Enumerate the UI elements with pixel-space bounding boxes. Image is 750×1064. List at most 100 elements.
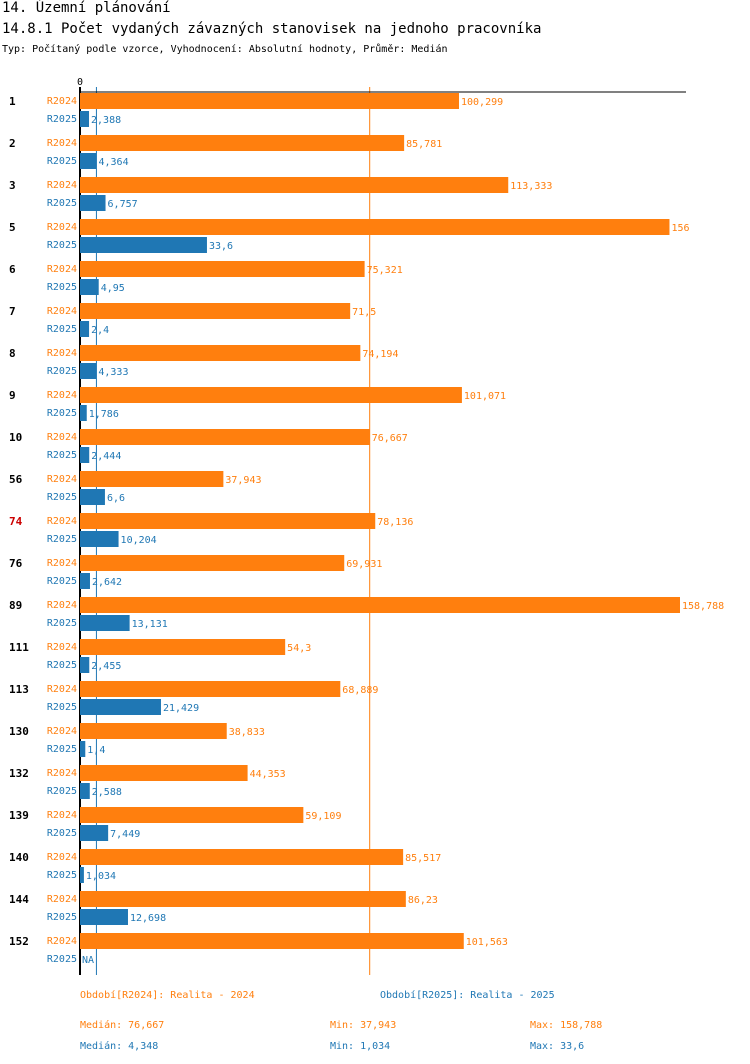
data-label-r2024: 78,136 xyxy=(377,517,413,528)
bar-r2024 xyxy=(80,807,304,823)
bar-r2024 xyxy=(80,429,370,445)
data-label-r2025: 12,698 xyxy=(130,913,166,924)
data-label-r2024: 71,5 xyxy=(352,307,376,318)
bar-r2024 xyxy=(80,765,248,781)
bar-r2025 xyxy=(80,867,84,883)
bar-r2025 xyxy=(80,447,90,463)
bar-r2025 xyxy=(80,489,105,505)
data-label-r2025: 2,388 xyxy=(91,115,121,126)
bar-r2024 xyxy=(80,303,351,319)
data-label-r2025: 4,95 xyxy=(101,283,125,294)
series-label-r2024: R2024 xyxy=(47,432,77,443)
bar-r2024 xyxy=(80,555,345,571)
series-label-r2025: R2025 xyxy=(47,660,77,671)
data-label-r2025: 2,4 xyxy=(91,325,109,336)
bar-r2024 xyxy=(80,933,464,949)
data-label-r2024: 54,3 xyxy=(287,643,311,654)
data-label-r2024: 101,071 xyxy=(464,391,506,402)
series-label-r2025: R2025 xyxy=(47,534,77,545)
data-label-r2025: 21,429 xyxy=(163,703,199,714)
bar-r2024 xyxy=(80,387,462,403)
bar-r2025 xyxy=(80,111,90,127)
bar-r2025 xyxy=(80,195,106,211)
bar-r2025 xyxy=(80,741,86,757)
bar-r2025 xyxy=(80,153,97,169)
bar-r2025 xyxy=(80,573,90,589)
bar-r2025 xyxy=(80,405,87,421)
data-label-r2025: 13,131 xyxy=(132,619,168,630)
data-label-r2024: 158,788 xyxy=(682,601,724,612)
data-label-r2024: 113,333 xyxy=(510,181,552,192)
data-label-r2025: 1,034 xyxy=(86,871,116,882)
series-label-r2025: R2025 xyxy=(47,912,77,923)
category-label: 139 xyxy=(9,809,29,822)
data-label-r2025: 6,6 xyxy=(107,493,125,504)
bar-r2025 xyxy=(80,237,207,253)
data-label-r2025: 2,455 xyxy=(91,661,121,672)
category-label: 3 xyxy=(9,179,16,192)
data-label-r2025: 2,642 xyxy=(92,577,122,588)
series-label-r2024: R2024 xyxy=(47,768,77,779)
series-label-r2024: R2024 xyxy=(47,306,77,317)
category-label: 9 xyxy=(9,389,16,402)
series-label-r2025: R2025 xyxy=(47,240,77,251)
data-label-r2024: 85,517 xyxy=(405,853,441,864)
data-label-r2025: 4,364 xyxy=(98,157,128,168)
bar-r2025 xyxy=(80,321,90,337)
series-label-r2024: R2024 xyxy=(47,180,77,191)
series-label-r2025: R2025 xyxy=(47,156,77,167)
bar-r2024 xyxy=(80,219,670,235)
data-label-r2025: 6,757 xyxy=(108,199,138,210)
legend-r2025: Období[R2025]: Realita - 2025 xyxy=(380,990,555,1001)
bar-r2025 xyxy=(80,531,119,547)
series-label-r2025: R2025 xyxy=(47,618,77,629)
data-label-r2024: 85,781 xyxy=(406,139,442,150)
series-label-r2025: R2025 xyxy=(47,408,77,419)
stat-r2025-median: Medián: 4,348 xyxy=(80,1041,159,1052)
data-label-r2025: 7,449 xyxy=(110,829,140,840)
category-label: 132 xyxy=(9,767,29,780)
series-label-r2024: R2024 xyxy=(47,264,77,275)
category-label: 113 xyxy=(9,683,29,696)
series-label-r2024: R2024 xyxy=(47,852,77,863)
bar-r2025 xyxy=(80,363,97,379)
bar-r2024 xyxy=(80,135,405,151)
data-label-r2024: 44,353 xyxy=(250,769,286,780)
category-label: 5 xyxy=(9,221,16,234)
bar-r2024 xyxy=(80,471,224,487)
data-label-r2024: 75,321 xyxy=(367,265,403,276)
series-label-r2024: R2024 xyxy=(47,684,77,695)
series-label-r2025: R2025 xyxy=(47,492,77,503)
data-label-r2025: 2,444 xyxy=(91,451,121,462)
series-label-r2024: R2024 xyxy=(47,138,77,149)
series-label-r2025: R2025 xyxy=(47,450,77,461)
stat-r2025-min: Min: 1,034 xyxy=(330,1041,391,1052)
category-label: 152 xyxy=(9,935,29,948)
data-label-r2024: 156 xyxy=(671,223,689,234)
data-label-r2024: 76,667 xyxy=(372,433,408,444)
series-label-r2024: R2024 xyxy=(47,600,77,611)
data-label-r2024: 68,889 xyxy=(342,685,378,696)
category-label: 7 xyxy=(9,305,16,318)
series-label-r2024: R2024 xyxy=(47,390,77,401)
series-label-r2024: R2024 xyxy=(47,474,77,485)
chart-subtitle: Typ: Počítaný podle vzorce, Vyhodnocení:… xyxy=(2,44,448,55)
bar-r2024 xyxy=(80,597,680,613)
data-label-r2024: 37,943 xyxy=(225,475,261,486)
series-label-r2024: R2024 xyxy=(47,96,77,107)
bar-r2025 xyxy=(80,825,109,841)
data-label-r2025: 1,786 xyxy=(89,409,119,420)
series-label-r2025: R2025 xyxy=(47,702,77,713)
bar-r2024 xyxy=(80,723,227,739)
series-label-r2024: R2024 xyxy=(47,726,77,737)
data-label-r2025: 10,204 xyxy=(121,535,157,546)
bar-r2025 xyxy=(80,699,161,715)
data-label-r2025: 33,6 xyxy=(209,241,233,252)
series-label-r2025: R2025 xyxy=(47,114,77,125)
bar-r2024 xyxy=(80,849,404,865)
x-tick-label: 0 xyxy=(77,77,83,88)
data-label-r2025: 2,588 xyxy=(92,787,122,798)
bar-r2025 xyxy=(80,783,90,799)
series-label-r2025: R2025 xyxy=(47,870,77,881)
data-label-r2024: 69,931 xyxy=(346,559,382,570)
